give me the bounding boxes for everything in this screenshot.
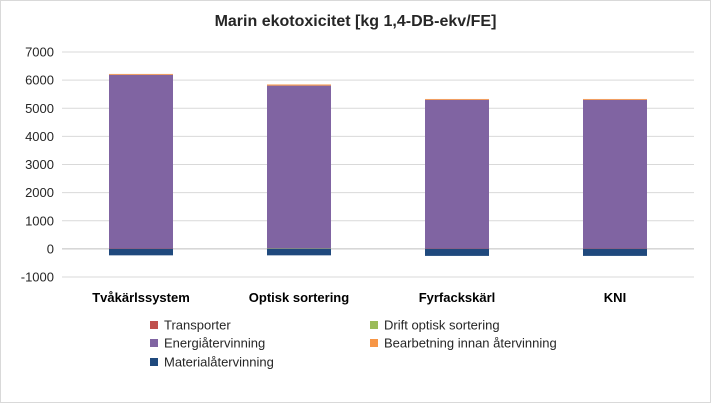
bar-segment	[109, 248, 173, 256]
legend-label: Energiåtervinning	[164, 336, 265, 351]
legend-swatch	[150, 321, 158, 329]
x-tick-label: Fyrfackskärl	[419, 290, 496, 305]
x-tick-label: Optisk sortering	[249, 290, 349, 305]
bar-segment	[425, 99, 489, 249]
legend-label: Drift optisk sortering	[384, 318, 500, 333]
x-tick-label: KNI	[604, 290, 626, 305]
bar-segment	[583, 98, 647, 100]
legend-swatch	[370, 339, 378, 347]
y-tick-label: 1000	[25, 213, 54, 228]
bar-segment	[583, 99, 647, 249]
bar-segment	[109, 73, 173, 75]
y-tick-label: 2000	[25, 185, 54, 200]
bar-segment	[425, 98, 489, 100]
bar-segment	[425, 248, 489, 256]
legend-label: Materialåtervinning	[164, 355, 274, 370]
bar-segment	[267, 248, 331, 256]
legend-swatch	[150, 358, 158, 366]
legend-swatch	[370, 321, 378, 329]
y-tick-label: 3000	[25, 157, 54, 172]
bar-segment	[267, 84, 331, 86]
bar-layer	[109, 73, 647, 256]
bar-segment	[109, 74, 173, 249]
axis-layer: -1000 0 1000 2000 3000 4000 5000 6000 7000 Tvåkär…	[21, 45, 626, 306]
y-tick-label: 7000	[25, 45, 54, 60]
legend: Transporter Drift optisk sortering Energiå…	[150, 318, 557, 370]
y-tick-label: -1000	[21, 270, 54, 285]
bar-segment	[267, 85, 331, 249]
x-tick-label: Tvåkärlssystem	[92, 290, 190, 305]
bar-segment	[583, 248, 647, 256]
legend-label: Bearbetning innan återvinning	[384, 336, 557, 351]
y-tick-label: 6000	[25, 73, 54, 88]
legend-swatch	[150, 339, 158, 347]
y-tick-label: 0	[47, 241, 54, 256]
y-tick-label: 4000	[25, 129, 54, 144]
chart-title: Marin ekotoxicitet [kg 1,4-DB-ekv/FE]	[214, 13, 497, 30]
bar-segment	[267, 248, 331, 250]
legend-label: Transporter	[164, 318, 231, 333]
y-tick-label: 5000	[25, 101, 54, 116]
